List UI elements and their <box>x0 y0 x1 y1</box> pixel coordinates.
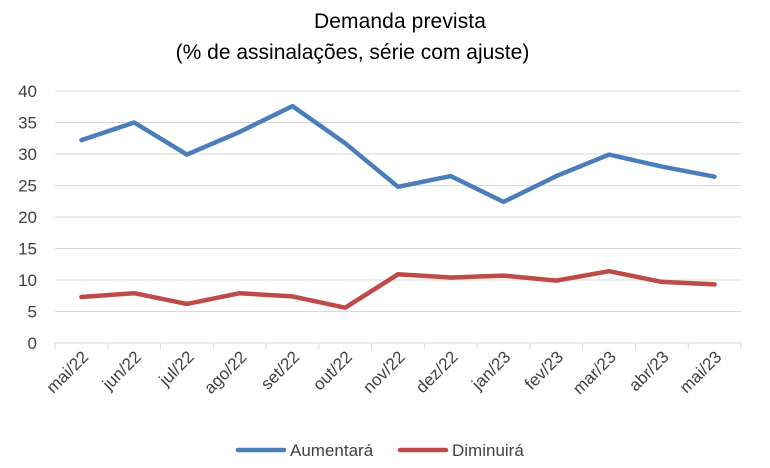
chart-subtitle: (% de assinalações, série com ajuste) <box>175 41 530 64</box>
x-tick-label: set/22 <box>257 347 303 393</box>
x-tick-label: abr/23 <box>625 347 673 395</box>
x-tick-label: mai/23 <box>676 347 726 397</box>
y-tick-label: 35 <box>18 114 37 133</box>
legend-label: Aumentará <box>290 441 374 460</box>
y-tick-label: 40 <box>18 82 37 101</box>
x-tick-label: dez/22 <box>412 347 462 397</box>
x-tick-label: mai/22 <box>43 347 93 397</box>
y-tick-label: 30 <box>18 145 37 164</box>
x-tick-label: nov/22 <box>359 347 409 397</box>
legend-label: Diminuirá <box>452 441 524 460</box>
series-line-0 <box>79 103 717 205</box>
x-tick-label: mar/23 <box>569 347 620 398</box>
x-tick-label: ago/22 <box>200 347 250 397</box>
y-tick-label: 5 <box>28 303 37 322</box>
x-tick-label: fev/23 <box>521 347 567 393</box>
x-tick-label: out/22 <box>309 347 356 394</box>
y-tick-label: 25 <box>18 177 37 196</box>
x-tick-label: jan/23 <box>467 347 514 394</box>
x-tick-label: jun/22 <box>98 347 145 394</box>
y-tick-label: 10 <box>18 271 37 290</box>
series-line-1 <box>79 268 717 310</box>
y-tick-label: 15 <box>18 240 37 259</box>
y-tick-label: 0 <box>28 334 37 353</box>
x-tick-label: jul/22 <box>155 347 198 390</box>
y-tick-label: 20 <box>18 208 37 227</box>
chart-title: Demanda prevista <box>313 10 487 33</box>
